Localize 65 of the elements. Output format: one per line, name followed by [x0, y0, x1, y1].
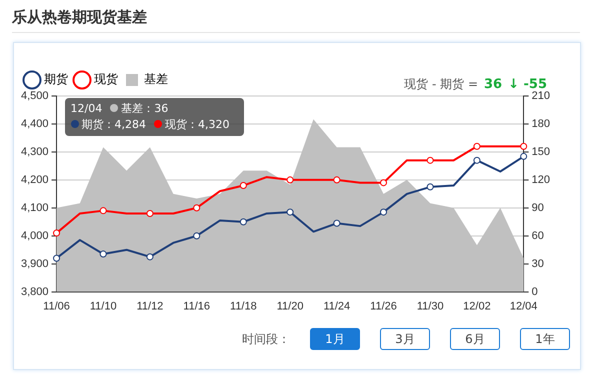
point: [426, 183, 434, 190]
period-button: 1年: [520, 328, 570, 350]
y-tick-label: 4,000: [20, 230, 49, 242]
point: [333, 176, 340, 184]
y-tick-label: 3,900: [20, 258, 49, 270]
point: [473, 156, 480, 164]
text: 时间段：: [242, 330, 290, 348]
point: [53, 254, 60, 262]
x-tick-label: 12/02: [463, 300, 491, 312]
point: [286, 176, 294, 184]
point: [240, 218, 247, 226]
y2-tick-label: 30: [532, 258, 544, 270]
point: [100, 250, 107, 258]
x-tick-label: 11/26: [370, 300, 397, 312]
y-tick-label: 4,300: [20, 146, 49, 158]
point: [240, 182, 247, 190]
point: [193, 232, 200, 240]
y2-tick-label: 150: [532, 146, 550, 158]
y2-tick-label: 0: [532, 286, 538, 298]
point: [520, 142, 528, 150]
y2-tick-label: 90: [532, 202, 544, 214]
text: ↓ -55: [508, 77, 547, 92]
legend-label: 期货: [44, 72, 68, 86]
period-button: 6月: [450, 328, 500, 350]
point: [193, 204, 200, 212]
y2-tick-label: 210: [532, 90, 550, 102]
x-tick-label: 11/10: [90, 300, 117, 312]
y2-tick-label: 120: [532, 174, 550, 186]
annotation: 12/04: [70, 102, 102, 115]
legend-label: 基差: [144, 72, 168, 86]
annotation: 基差：36: [120, 102, 168, 115]
y-tick-label: 4,200: [20, 174, 49, 186]
y-tick-label: 4,100: [20, 202, 49, 214]
x-tick-label: 11/12: [136, 300, 164, 312]
x-tick-label: 12/04: [510, 300, 538, 312]
y2-tick-label: 180: [532, 118, 550, 130]
point: [333, 220, 340, 227]
period-button: 3月: [380, 328, 430, 350]
legend-label: 现货: [94, 72, 118, 86]
chart-title: 乐从热卷期现货基差: [12, 8, 147, 27]
annotation: 期货：4,284: [80, 118, 146, 131]
text: 36: [484, 77, 502, 92]
x-tick-label: 11/30: [416, 300, 444, 312]
text: 现货 - 期货 =: [404, 77, 478, 91]
point: [520, 152, 528, 160]
point: [473, 142, 480, 150]
y-tick-label: 4,400: [20, 118, 49, 130]
x-tick-label: 11/18: [230, 300, 257, 312]
point: [286, 208, 294, 216]
point: [380, 208, 388, 216]
point: [100, 207, 107, 214]
point: [146, 210, 154, 217]
y2-tick-label: 60: [532, 230, 544, 242]
x-tick-label: 11/16: [183, 300, 210, 312]
point: [53, 230, 60, 237]
x-tick-label: 11/20: [276, 300, 304, 312]
period-button: 1月: [310, 328, 360, 350]
point: [146, 253, 154, 260]
point: [380, 179, 388, 186]
x-tick-label: 11/24: [323, 300, 350, 312]
x-tick-label: 11/06: [43, 300, 70, 312]
y-tick-label: 4,500: [20, 90, 49, 102]
y-tick-label: 3,800: [20, 286, 49, 298]
annotation: 现货：4,320: [164, 118, 230, 131]
point: [426, 156, 434, 164]
